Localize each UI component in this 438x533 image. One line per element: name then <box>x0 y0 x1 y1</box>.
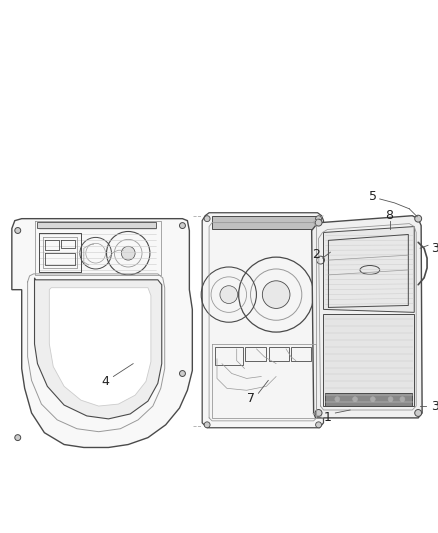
Polygon shape <box>35 278 162 419</box>
Polygon shape <box>212 216 316 229</box>
Text: 2: 2 <box>312 248 320 261</box>
Bar <box>269 347 289 361</box>
Circle shape <box>121 246 135 260</box>
Circle shape <box>262 281 290 309</box>
Bar <box>215 347 243 365</box>
Bar <box>291 347 311 361</box>
Polygon shape <box>324 227 414 312</box>
Circle shape <box>415 215 422 222</box>
Circle shape <box>220 286 238 303</box>
Polygon shape <box>49 288 151 406</box>
Text: 5: 5 <box>369 190 377 204</box>
Circle shape <box>315 409 322 416</box>
Circle shape <box>371 397 375 402</box>
Circle shape <box>388 397 393 402</box>
Circle shape <box>400 397 405 402</box>
Text: 4: 4 <box>102 375 110 388</box>
Circle shape <box>180 223 185 229</box>
Polygon shape <box>12 219 192 448</box>
Circle shape <box>180 370 185 376</box>
Circle shape <box>15 228 21 233</box>
Circle shape <box>353 397 357 402</box>
Text: 3: 3 <box>431 242 438 255</box>
Polygon shape <box>312 216 422 418</box>
Text: 8: 8 <box>385 209 394 222</box>
Polygon shape <box>325 393 412 406</box>
Bar <box>244 347 266 361</box>
Text: 1: 1 <box>324 411 332 424</box>
Circle shape <box>204 422 210 428</box>
Circle shape <box>415 409 422 416</box>
Polygon shape <box>38 222 156 228</box>
Circle shape <box>204 216 210 222</box>
Circle shape <box>316 216 321 222</box>
Polygon shape <box>202 213 324 428</box>
Text: 7: 7 <box>247 392 254 405</box>
Circle shape <box>315 219 322 226</box>
Circle shape <box>335 397 340 402</box>
Circle shape <box>15 434 21 441</box>
Circle shape <box>316 422 321 428</box>
Text: 3: 3 <box>431 400 438 413</box>
Polygon shape <box>324 314 414 406</box>
